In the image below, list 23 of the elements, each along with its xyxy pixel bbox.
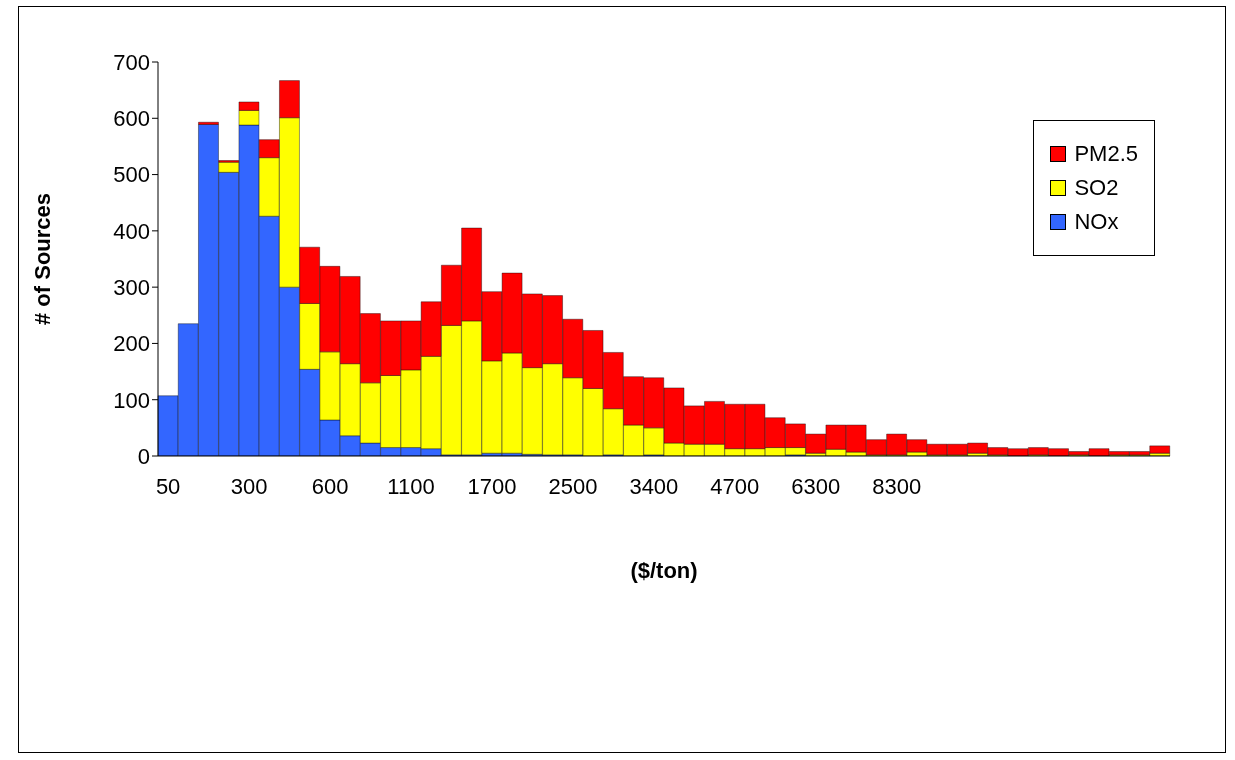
y-tick-label: 100 [113,387,150,413]
y-tick-label: 600 [113,106,150,132]
x-tick-label: 2500 [548,474,598,499]
x-tick-label: 3400 [629,474,679,499]
x-tick-label: 1100 [387,474,435,499]
legend-label: SO2 [1074,175,1119,201]
x-tick-label: 4700 [710,474,760,499]
x-tick-label: 6300 [791,474,841,499]
y-tick-label: 200 [113,331,150,357]
y-tick-label: 400 [113,218,150,244]
y-tick-label: 0 [137,443,150,469]
legend-label: NOx [1074,209,1119,235]
x-axis-title: ($/ton) [630,558,698,583]
x-tick-label: 50 [155,474,181,499]
y-tick-label: 300 [113,274,150,300]
legend-label: PM2.5 [1074,141,1138,167]
x-tick-label: 1700 [467,474,517,499]
y-tick-label: 500 [113,162,150,188]
x-tick-label: 8300 [872,474,922,499]
x-tick-label: 600 [311,474,349,499]
y-tick-label: 700 [113,49,150,75]
x-tick-label: 300 [230,474,268,499]
y-axis-title: # of Sources [29,192,55,326]
